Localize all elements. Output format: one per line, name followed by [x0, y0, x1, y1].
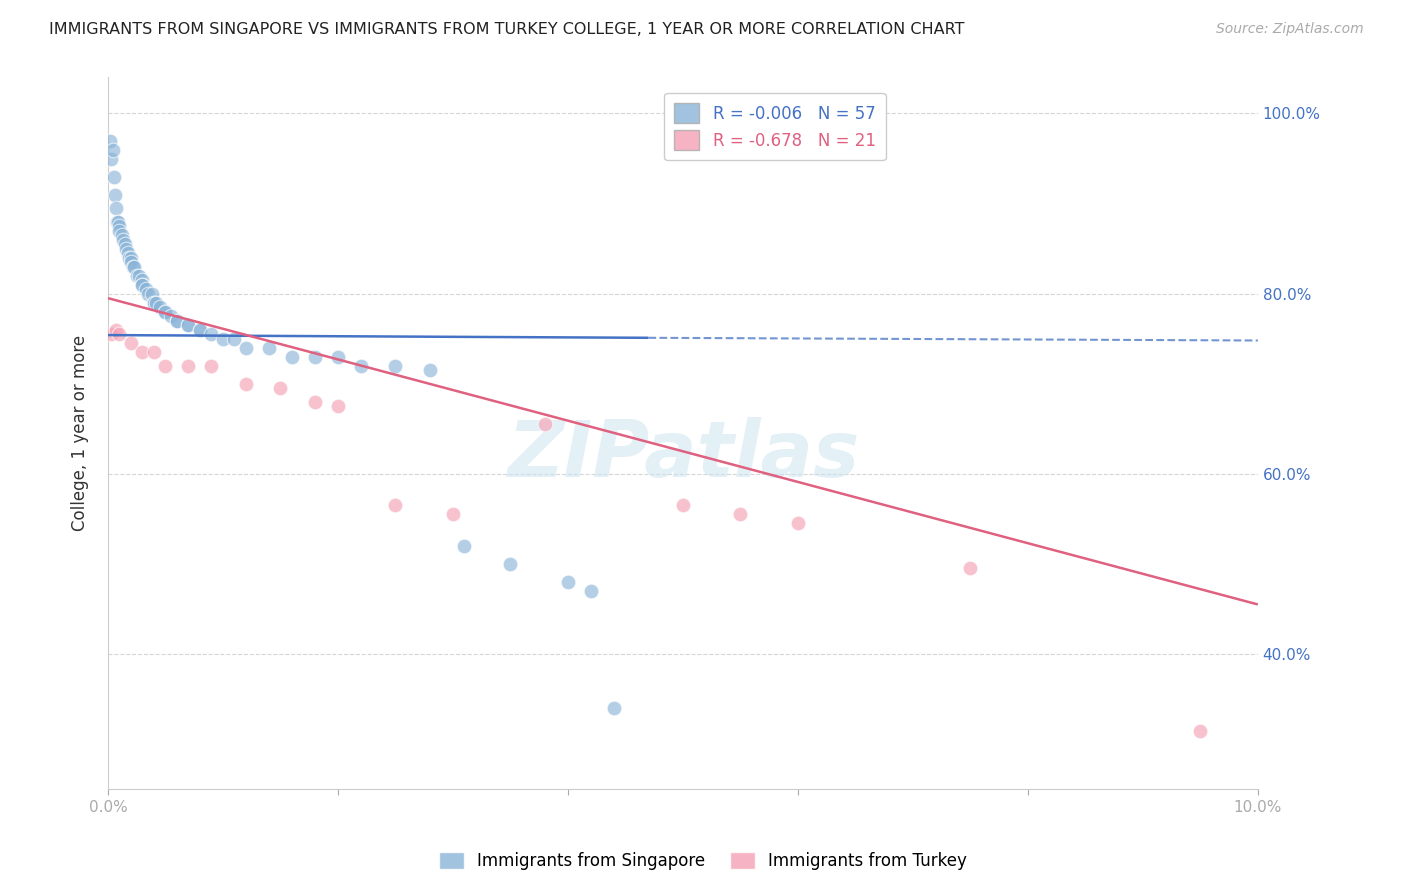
Point: [115, 242, 138, 256]
Point: [100, 327, 122, 342]
Point: [672, 499, 695, 513]
Point: [131, 345, 153, 359]
Point: [326, 399, 349, 413]
Point: [384, 359, 406, 373]
Point: [304, 350, 326, 364]
Point: [155, 359, 177, 373]
Point: [499, 557, 522, 571]
Point: [441, 508, 464, 522]
Point: [131, 273, 153, 287]
Point: [269, 381, 291, 395]
Point: [579, 583, 602, 598]
Point: [281, 350, 304, 364]
Point: [350, 359, 373, 373]
Point: [603, 701, 626, 715]
Point: [188, 323, 211, 337]
Point: [235, 376, 257, 391]
Point: [384, 499, 406, 513]
Point: [124, 260, 146, 274]
Point: [105, 323, 128, 337]
Point: [118, 251, 141, 265]
Point: [105, 214, 128, 228]
Point: [177, 318, 200, 333]
Text: IMMIGRANTS FROM SINGAPORE VS IMMIGRANTS FROM TURKEY COLLEGE, 1 YEAR OR MORE CORR: IMMIGRANTS FROM SINGAPORE VS IMMIGRANTS …: [49, 22, 965, 37]
Legend: R = -0.006   N = 57, R = -0.678   N = 21: R = -0.006 N = 57, R = -0.678 N = 21: [664, 93, 886, 161]
Point: [131, 277, 153, 292]
Point: [257, 341, 280, 355]
Point: [143, 345, 166, 359]
Point: [136, 286, 159, 301]
Point: [141, 286, 163, 301]
Point: [120, 251, 142, 265]
Point: [108, 219, 131, 233]
Point: [326, 350, 349, 364]
Point: [155, 304, 177, 318]
Legend: Immigrants from Singapore, Immigrants from Turkey: Immigrants from Singapore, Immigrants fr…: [432, 845, 974, 877]
Point: [125, 268, 148, 283]
Point: [108, 327, 131, 342]
Point: [120, 336, 142, 351]
Point: [224, 332, 246, 346]
Point: [200, 359, 222, 373]
Point: [111, 233, 134, 247]
Point: [145, 295, 167, 310]
Point: [304, 394, 326, 409]
Point: [200, 327, 222, 342]
Point: [786, 516, 808, 531]
Point: [135, 282, 157, 296]
Point: [104, 187, 127, 202]
Point: [98, 134, 121, 148]
Point: [959, 561, 981, 575]
Point: [235, 341, 257, 355]
Point: [155, 304, 177, 318]
Point: [120, 255, 142, 269]
Point: [122, 260, 145, 274]
Point: [1189, 723, 1212, 738]
Point: [419, 363, 441, 377]
Point: [160, 309, 183, 323]
Point: [730, 508, 752, 522]
Point: [128, 268, 150, 283]
Point: [177, 318, 200, 333]
Point: [557, 574, 579, 589]
Point: [149, 300, 172, 314]
Point: [101, 143, 124, 157]
Point: [100, 152, 122, 166]
Point: [177, 359, 200, 373]
Point: [143, 295, 166, 310]
Point: [534, 417, 557, 432]
Point: [105, 201, 128, 215]
Point: [166, 314, 188, 328]
Point: [212, 332, 235, 346]
Text: Source: ZipAtlas.com: Source: ZipAtlas.com: [1216, 22, 1364, 37]
Point: [114, 237, 136, 252]
Point: [131, 277, 153, 292]
Point: [107, 214, 129, 228]
Point: [117, 246, 139, 260]
Text: ZIPatlas: ZIPatlas: [506, 417, 859, 492]
Point: [166, 314, 188, 328]
Point: [108, 224, 131, 238]
Point: [111, 228, 134, 243]
Point: [143, 295, 166, 310]
Point: [188, 323, 211, 337]
Y-axis label: College, 1 year or more: College, 1 year or more: [72, 335, 89, 532]
Point: [103, 169, 125, 184]
Point: [453, 539, 475, 553]
